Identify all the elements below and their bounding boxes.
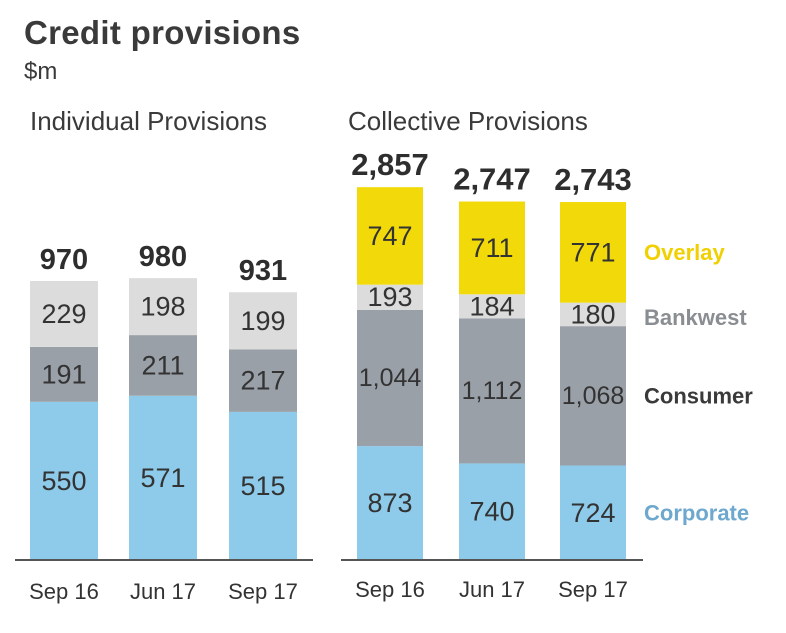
legend-corporate: Corporate xyxy=(644,500,749,525)
collective-value-label: 184 xyxy=(469,291,514,321)
collective-category-label: Jun 17 xyxy=(459,577,525,602)
collective-bar-overlay-sep-16 xyxy=(357,187,423,285)
individual-value-label: 191 xyxy=(41,359,86,389)
individual-value-label: 211 xyxy=(141,350,184,380)
collective-total-label: 2,857 xyxy=(351,147,429,182)
collective-bar-corporate-sep-16 xyxy=(357,446,423,560)
collective-value-label: 747 xyxy=(367,221,412,251)
collective-bar-bankwest-jun-17 xyxy=(459,294,525,319)
collective-total-label: 2,743 xyxy=(554,162,632,197)
collective-value-label: 193 xyxy=(367,282,412,312)
individual-total-label: 970 xyxy=(40,244,88,276)
collective-category-label: Sep 16 xyxy=(355,577,425,602)
individual-total-label: 931 xyxy=(239,255,287,287)
individual-bar-bankwest-sep-16 xyxy=(30,281,98,347)
individual-value-label: 515 xyxy=(240,471,285,501)
collective-bar-overlay-jun-17 xyxy=(459,201,525,295)
individual-bar-bankwest-sep-17 xyxy=(229,292,297,350)
individual-bar-consumer-sep-17 xyxy=(229,349,297,412)
collective-value-label: 771 xyxy=(570,237,615,267)
individual-bar-corporate-sep-17 xyxy=(229,411,297,560)
collective-value-label: 180 xyxy=(570,299,615,329)
chart-title: Credit provisions xyxy=(24,14,301,51)
individual-value-label: 198 xyxy=(140,292,185,322)
collective-value-label: 724 xyxy=(570,498,615,528)
collective-bar-corporate-sep-17 xyxy=(560,465,626,560)
individual-category-label: Sep 16 xyxy=(29,579,99,604)
individual-category-label: Jun 17 xyxy=(130,579,196,604)
collective-value-label: 1,112 xyxy=(462,377,523,405)
collective-value-label: 1,044 xyxy=(359,364,422,392)
individual-value-label: 571 xyxy=(140,463,185,493)
collective-total-label: 2,747 xyxy=(453,162,531,197)
unit-label: $m xyxy=(24,58,58,85)
legend-consumer: Consumer xyxy=(644,383,753,408)
collective-bar-bankwest-sep-17 xyxy=(560,302,626,327)
collective-bar-overlay-sep-17 xyxy=(560,202,626,303)
collective-bar-consumer-sep-17 xyxy=(560,326,626,466)
individual-bar-bankwest-jun-17 xyxy=(129,278,197,336)
individual-panel-title: Individual Provisions xyxy=(30,106,268,136)
collective-bar-consumer-sep-16 xyxy=(357,309,423,447)
individual-bar-corporate-sep-16 xyxy=(30,401,98,560)
collective-panel-title: Collective Provisions xyxy=(348,106,588,136)
collective-value-label: 711 xyxy=(470,233,513,263)
collective-bar-consumer-jun-17 xyxy=(459,318,525,464)
individual-bar-consumer-sep-16 xyxy=(30,346,98,402)
collective-value-label: 873 xyxy=(367,488,412,518)
legend-bankwest: Bankwest xyxy=(644,305,747,330)
individual-category-label: Sep 17 xyxy=(228,579,298,604)
individual-bar-consumer-jun-17 xyxy=(129,335,197,396)
individual-value-label: 199 xyxy=(240,306,285,336)
collective-bar-corporate-jun-17 xyxy=(459,463,525,560)
collective-value-label: 740 xyxy=(469,497,514,527)
individual-value-label: 217 xyxy=(240,366,285,396)
collective-category-label: Sep 17 xyxy=(558,577,628,602)
legend-overlay: Overlay xyxy=(644,240,725,265)
collective-value-label: 1,068 xyxy=(562,382,625,410)
individual-value-label: 229 xyxy=(41,299,86,329)
individual-bar-corporate-jun-17 xyxy=(129,395,197,560)
individual-value-label: 550 xyxy=(41,466,86,496)
collective-bar-bankwest-sep-16 xyxy=(357,284,423,310)
individual-total-label: 980 xyxy=(139,241,187,273)
